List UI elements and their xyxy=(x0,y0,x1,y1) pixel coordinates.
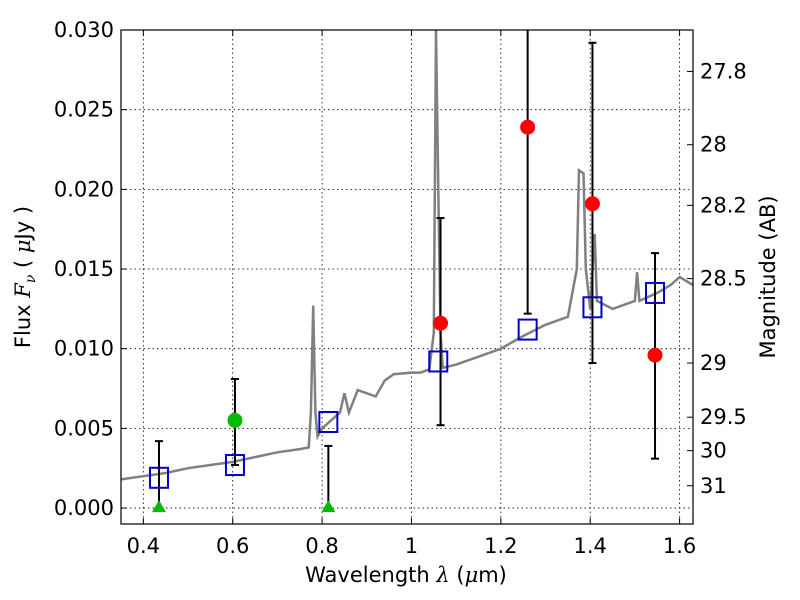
magnitude-tick-label: 27.8 xyxy=(700,59,747,83)
x-axis-title-text: Wavelength xyxy=(305,563,436,587)
x-tick-label: 0.8 xyxy=(305,534,338,558)
x-tick-label: 1 xyxy=(405,534,418,558)
y-tick-label: 0.015 xyxy=(54,257,114,281)
x-tick-label: 1.2 xyxy=(484,534,517,558)
y-axis-title-text: Flux xyxy=(11,298,35,348)
x-axis-title-paren: ( xyxy=(450,563,465,587)
y-tick-label: 0.020 xyxy=(54,177,114,201)
y2-axis-title: Magnitude (AB) xyxy=(756,195,780,358)
magnitude-tick-label: 28.5 xyxy=(700,267,747,291)
model-spectrum-line xyxy=(121,30,693,481)
magnitude-tick-label: 28 xyxy=(700,133,727,157)
observed-point xyxy=(647,347,663,363)
plot-area xyxy=(121,30,693,513)
x-axis-title: Wavelength λ (μm) xyxy=(305,563,507,587)
upper-limit-triangle xyxy=(151,500,166,513)
y-tick-label: 0.030 xyxy=(54,18,114,42)
observed-markers xyxy=(151,119,663,513)
tick-labels: 0.4 0.6 0.8 1 1.2 1.4 1.6 0.000 0.005 0.010 0.015 0… xyxy=(54,18,747,558)
error-bars xyxy=(154,30,660,510)
model-photometry-markers xyxy=(148,281,666,489)
model-photometry-square xyxy=(224,454,245,477)
y-axis-title: Flux Fν ( μJy ) xyxy=(11,206,39,348)
x-tick-label: 0.6 xyxy=(216,534,249,558)
x-axis-title-unit-prefix: μ xyxy=(465,563,479,587)
x-tick-label: 1.4 xyxy=(574,534,607,558)
magnitude-tick-label: 30 xyxy=(700,439,727,463)
y-axis-title-paren: ( xyxy=(11,253,35,275)
plot-frame xyxy=(120,29,694,525)
magnitude-tick-label: 29.5 xyxy=(700,405,747,429)
observed-point xyxy=(520,119,536,135)
observed-point xyxy=(227,412,243,428)
y-axis-title-subscript: ν xyxy=(23,274,39,283)
magnitude-tick-label: 31 xyxy=(700,474,727,498)
x-tick-label: 0.4 xyxy=(127,534,160,558)
magnitude-tick-label: 28.2 xyxy=(700,193,747,217)
observed-point xyxy=(584,196,600,212)
model-photometry-square xyxy=(582,296,603,319)
axis-ticks xyxy=(121,29,693,524)
model-photometry-square xyxy=(148,466,169,489)
y-axis-title-unit: Jy ) xyxy=(11,206,35,242)
y-axis-title-unit-prefix: μ xyxy=(11,239,35,253)
y-tick-label: 0.005 xyxy=(54,416,114,440)
y-tick-label: 0.000 xyxy=(54,496,114,520)
model-photometry-square xyxy=(428,350,449,373)
y-tick-label: 0.025 xyxy=(54,98,114,122)
observed-point xyxy=(433,315,449,331)
model-photometry-square xyxy=(645,281,666,304)
magnitude-tick-label: 29 xyxy=(700,351,727,375)
y-tick-label: 0.010 xyxy=(54,337,114,361)
model-photometry-square xyxy=(318,411,339,434)
x-axis-title-unit: m) xyxy=(478,563,507,587)
y-axis-title-symbol: F xyxy=(11,282,35,299)
x-axis-title-symbol: λ xyxy=(435,563,449,587)
model-photometry-square xyxy=(517,318,538,341)
grid xyxy=(121,29,693,524)
x-tick-label: 1.6 xyxy=(663,534,696,558)
upper-limit-triangle xyxy=(321,500,336,513)
